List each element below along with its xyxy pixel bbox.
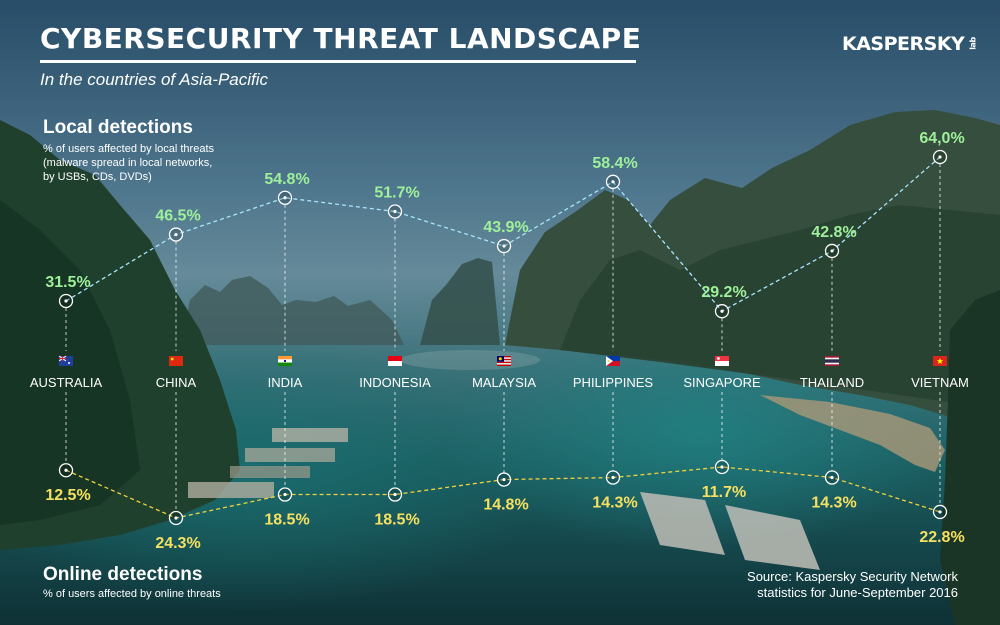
flag-singapore-icon-part <box>715 361 729 366</box>
online-point-center <box>938 510 942 514</box>
online-value-label: 14.8% <box>483 497 528 514</box>
online-point-center <box>611 475 615 480</box>
flag-indonesia-icon <box>388 356 402 366</box>
flag-india-icon <box>278 356 292 366</box>
country-label: MALAYSIA <box>472 375 536 390</box>
local-note-line: (malware spread in local networks, <box>43 157 213 169</box>
local-point-center <box>938 155 942 159</box>
flag-vietnam-icon-part <box>936 358 944 364</box>
flag-china-icon-part <box>169 356 183 366</box>
online-value-label: 14.3% <box>811 495 856 512</box>
kaspersky-logo: KASPERSKY lab <box>842 33 980 55</box>
local-point-center <box>174 232 178 237</box>
flag-india-icon-part <box>283 359 287 363</box>
country-label: PHILIPPINES <box>573 375 654 390</box>
country-label: INDONESIA <box>359 375 431 390</box>
local-detections-heading: Local detections <box>43 117 193 138</box>
online-point-center <box>174 516 178 520</box>
local-value-label: 31.5% <box>45 274 90 291</box>
source-line: Source: Kaspersky Security Network <box>747 569 958 584</box>
local-value-label: 54.8% <box>264 171 309 188</box>
flag-thailand-icon <box>825 356 839 366</box>
online-value-label: 24.3% <box>155 535 200 552</box>
flag-thailand-icon-part <box>825 359 839 363</box>
country-label: VIETNAM <box>911 375 969 390</box>
local-note-line: by USBs, CDs, DVDs) <box>43 171 152 183</box>
local-value-label: 29.2% <box>701 284 746 301</box>
country-label: INDIA <box>268 375 303 390</box>
local-value-label: 46.5% <box>155 208 200 225</box>
local-value-label: 58.4% <box>592 155 637 172</box>
local-detections-note: % of users affected by local threats (ma… <box>43 142 214 184</box>
flag-australia-icon <box>58 355 73 366</box>
country-label: AUSTRALIA <box>30 375 103 390</box>
local-point-center <box>393 209 397 214</box>
online-point-center <box>502 477 506 482</box>
flag-malaysia-icon <box>497 356 511 366</box>
flag-malaysia-icon-part <box>497 361 511 364</box>
local-point-center <box>720 309 724 313</box>
country-label: CHINA <box>156 375 197 390</box>
local-point-center <box>830 249 834 253</box>
online-point-center <box>64 468 68 472</box>
flag-indonesia-icon-part <box>388 356 402 361</box>
title-underline <box>40 60 636 63</box>
flag-malaysia-icon-part <box>498 357 502 361</box>
online-point-center <box>720 465 724 469</box>
online-value-label: 14.3% <box>592 495 637 512</box>
flag-philippines-icon-part <box>607 360 610 362</box>
flag-singapore-icon-part <box>715 356 729 361</box>
local-point-center <box>502 244 506 248</box>
flag-australia-icon-part <box>68 362 70 364</box>
online-point-center <box>830 475 834 480</box>
local-point-center <box>64 299 68 303</box>
online-value-label: 18.5% <box>264 512 309 529</box>
flag-india-icon-part <box>278 356 292 360</box>
flag-philippines-icon-part <box>606 356 613 366</box>
online-point-center <box>283 492 287 497</box>
logo-text: KASPERSKY <box>842 33 965 55</box>
flag-indonesia-icon-part <box>388 361 402 366</box>
online-value-label: 22.8% <box>919 529 964 546</box>
online-value-label: 12.5% <box>45 487 90 504</box>
local-value-label: 43.9% <box>483 219 528 236</box>
flag-singapore-icon-part <box>717 357 720 360</box>
flag-philippines-icon-part <box>606 361 620 366</box>
flag-china-icon <box>169 356 183 366</box>
online-value-label: 18.5% <box>374 512 419 529</box>
infographic-subtitle: In the countries of Asia-Pacific <box>40 70 269 89</box>
local-value-label: 51.7% <box>374 184 419 201</box>
local-point-center <box>283 196 287 200</box>
online-detections-heading: Online detections <box>43 564 203 585</box>
infographic-title: CYBERSECURITY THREAT LANDSCAPE <box>40 22 642 55</box>
flag-singapore-icon <box>715 356 729 366</box>
local-value-label: 64,0% <box>919 130 964 147</box>
source-note: Source: Kaspersky Security Network stati… <box>747 569 958 601</box>
country-label: SINGAPORE <box>683 375 761 390</box>
flag-vietnam-icon <box>933 356 947 366</box>
local-detections-line <box>65 156 941 313</box>
flag-australia-icon-part <box>59 358 66 359</box>
flag-malaysia-icon-part <box>497 364 511 366</box>
flag-philippines-icon <box>606 356 620 366</box>
online-point-center <box>393 492 397 497</box>
online-detections-note: % of users affected by online threats <box>43 588 221 600</box>
country-label: THAILAND <box>800 375 864 390</box>
flag-malaysia-icon-part <box>497 363 511 365</box>
local-note-line: % of users affected by local threats <box>43 143 214 155</box>
flag-china-icon-part <box>170 357 174 361</box>
flag-philippines-icon-part <box>606 356 620 361</box>
local-point-center <box>611 180 615 184</box>
online-value-label: 11.7% <box>702 484 746 501</box>
source-line: statistics for June-September 2016 <box>757 585 958 600</box>
local-value-label: 42.8% <box>811 224 856 241</box>
flag-india-icon-part <box>278 362 292 366</box>
